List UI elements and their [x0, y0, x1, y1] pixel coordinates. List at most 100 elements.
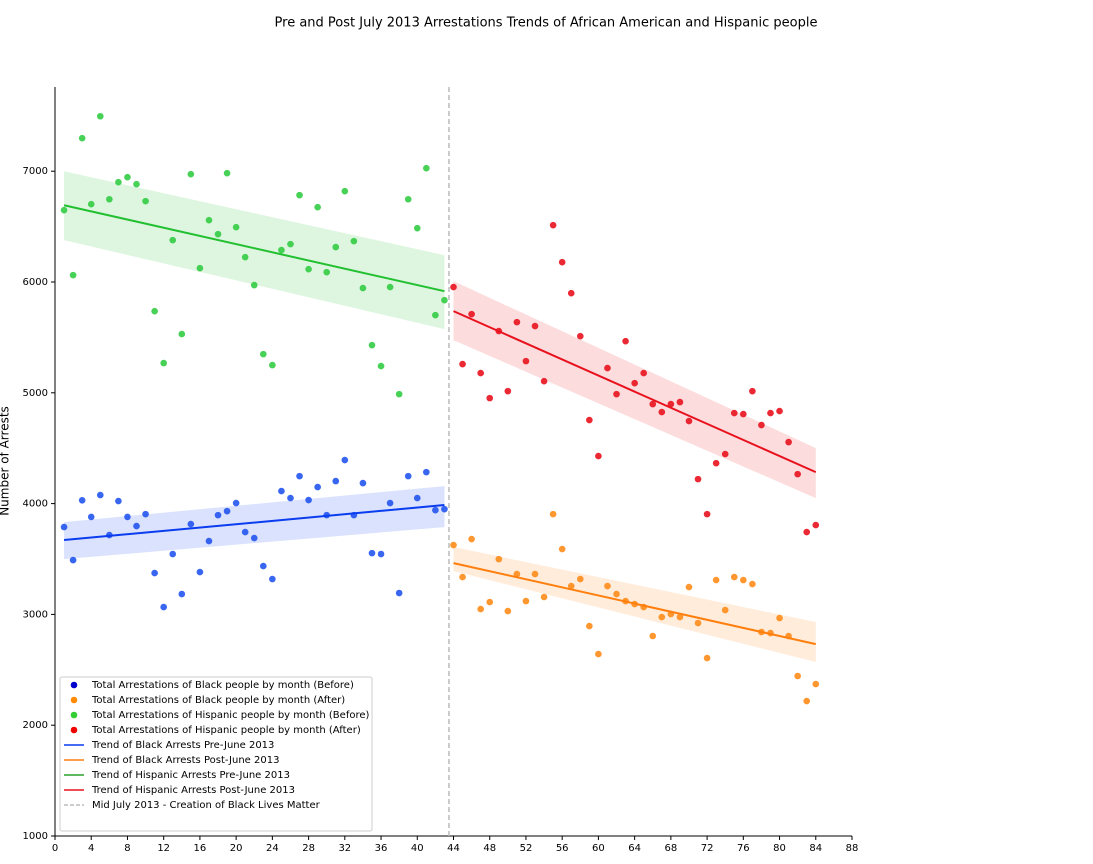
data-point [567, 582, 575, 590]
data-point [377, 550, 385, 558]
data-point [450, 541, 457, 549]
data-point [278, 246, 285, 254]
data-point [115, 178, 122, 186]
data-point [96, 112, 104, 120]
y-tick-label: 1000 [23, 831, 48, 842]
data-point [595, 452, 602, 460]
data-point [468, 310, 475, 318]
legend-label: Trend of Hispanic Arrests Pre-June 2013 [91, 770, 290, 781]
data-point [685, 417, 693, 425]
y-tick-label: 3000 [23, 609, 48, 620]
data-point [477, 369, 484, 377]
data-point [721, 606, 729, 614]
data-point [87, 513, 95, 521]
data-point [205, 537, 213, 545]
data-point [749, 387, 756, 395]
data-point [595, 650, 602, 658]
data-point [658, 613, 666, 621]
data-point [649, 400, 657, 408]
data-point [332, 477, 340, 485]
data-point [504, 607, 512, 615]
legend-label: Trend of Hispanic Arrests Post-June 2013 [91, 785, 295, 796]
data-point [712, 459, 720, 467]
data-point [477, 605, 484, 613]
data-point [712, 576, 720, 584]
data-point [432, 311, 439, 319]
data-point [540, 377, 548, 385]
y-tick-label: 7000 [23, 166, 48, 177]
x-tick-label: 40 [411, 843, 424, 854]
data-point [413, 494, 421, 502]
data-point [187, 520, 195, 528]
x-tick-label: 24 [266, 843, 279, 854]
data-point [359, 479, 367, 487]
data-point [730, 409, 738, 417]
data-point [142, 197, 149, 205]
data-point [314, 483, 321, 491]
data-point [540, 593, 548, 601]
data-point [395, 589, 403, 597]
data-point [658, 408, 666, 416]
x-tick-label: 4 [88, 843, 94, 854]
x-tick-label: 60 [592, 843, 605, 854]
x-tick-label: 44 [447, 843, 460, 854]
data-point [296, 472, 303, 480]
legend-label: Total Arrestations of Hispanic people by… [91, 710, 370, 721]
y-tick-label: 2000 [23, 720, 48, 731]
data-point [133, 180, 140, 188]
x-tick-label: 68 [664, 843, 677, 854]
data-point [169, 236, 177, 244]
legend-label: Total Arrestations of Hispanic people by… [91, 725, 361, 736]
legend-label: Trend of Black Arrests Post-June 2013 [91, 755, 279, 766]
x-tick-label: 28 [302, 843, 315, 854]
data-point [404, 472, 412, 480]
data-point [694, 475, 702, 483]
data-point [812, 521, 820, 529]
data-point [604, 582, 611, 590]
data-point [151, 307, 158, 315]
x-tick-label: 80 [773, 843, 786, 854]
data-point [676, 398, 684, 406]
x-tick-label: 76 [737, 843, 750, 854]
y-axis-label: Number of Arrests [0, 406, 12, 516]
data-point [386, 283, 394, 291]
data-point [196, 264, 204, 272]
legend-box [59, 676, 373, 832]
data-point [441, 296, 448, 304]
data-point [459, 573, 466, 581]
data-point [386, 499, 394, 507]
data-point [124, 173, 131, 181]
x-tick-label: 32 [338, 843, 351, 854]
data-point [586, 622, 593, 630]
data-point [287, 240, 294, 248]
data-point [350, 237, 358, 245]
data-point [169, 550, 177, 558]
data-point [740, 410, 747, 418]
data-point [60, 523, 68, 531]
data-point [278, 487, 285, 495]
x-tick-label: 16 [194, 843, 207, 854]
data-point [359, 284, 367, 292]
data-point [151, 569, 158, 577]
legend-label: Total Arrestations of Black people by mo… [91, 680, 354, 691]
data-point [395, 390, 403, 398]
data-point [214, 511, 222, 519]
data-point [794, 672, 801, 680]
legend-marker [70, 726, 78, 734]
y-tick-label: 5000 [23, 388, 48, 399]
data-point [260, 350, 267, 358]
y-tick-label: 4000 [23, 499, 48, 510]
data-point [305, 496, 312, 504]
data-point [749, 580, 756, 588]
data-point [269, 575, 276, 583]
data-point [432, 506, 439, 514]
data-point [78, 496, 86, 504]
legend-marker [70, 711, 78, 719]
data-point [160, 603, 167, 611]
data-point [296, 191, 303, 199]
y-tick-label: 6000 [23, 277, 48, 288]
data-point [60, 206, 68, 214]
data-point [223, 507, 231, 515]
data-point [69, 556, 77, 564]
data-point [160, 359, 167, 367]
